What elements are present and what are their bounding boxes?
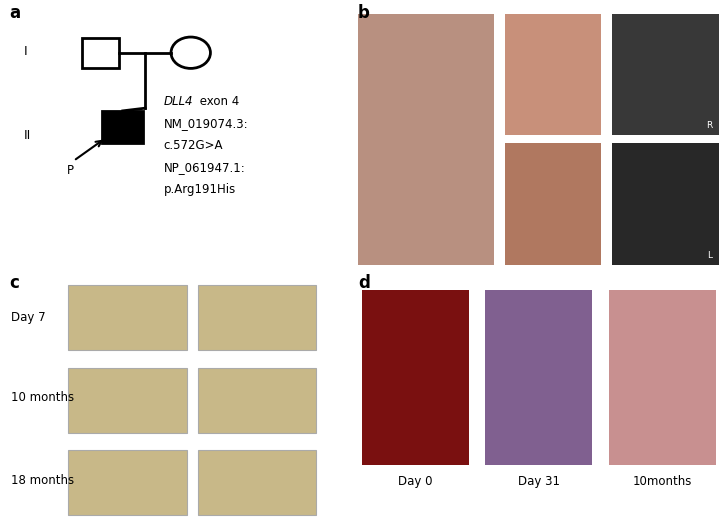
Text: L: L [707,251,712,259]
Bar [197,368,317,433]
Text: c: c [9,274,19,292]
Bar [69,450,187,515]
Bar [505,144,602,265]
Text: a: a [9,4,20,22]
Text: p.Arg191His: p.Arg191His [163,184,236,197]
Bar [612,14,719,135]
Text: R: R [706,121,712,130]
Text: Day 7: Day 7 [11,311,46,324]
Text: NM_019074.3:: NM_019074.3: [163,117,248,130]
Bar [197,450,317,515]
Bar [609,290,716,465]
Bar [82,38,119,68]
Bar [505,14,602,135]
Bar [358,14,495,265]
Bar [485,290,592,465]
Text: NP_061947.1:: NP_061947.1: [163,161,245,174]
Circle shape [171,37,210,69]
Text: 10months: 10months [633,475,692,488]
Bar [362,290,469,465]
Text: I: I [25,45,28,58]
Text: II: II [25,129,32,142]
Bar [69,285,187,350]
Text: b: b [358,4,370,22]
Text: DLL4: DLL4 [163,95,193,108]
Text: 18 months: 18 months [11,474,74,487]
Text: 10 months: 10 months [11,391,74,404]
Text: Day 0: Day 0 [398,475,432,488]
Bar [612,144,719,265]
Text: P: P [67,164,74,177]
Text: exon 4: exon 4 [196,95,239,108]
Bar [69,368,187,433]
Text: Day 31: Day 31 [518,475,560,488]
Bar [197,285,317,350]
Text: d: d [358,274,370,292]
Text: c.572G>A: c.572G>A [163,139,223,152]
Bar [103,111,143,144]
